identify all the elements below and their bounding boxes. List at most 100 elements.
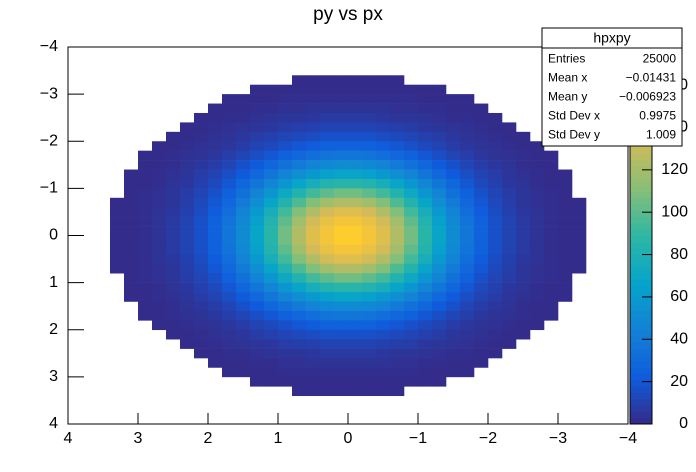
cell <box>418 178 433 189</box>
cell <box>516 310 531 321</box>
cell <box>278 122 293 133</box>
color-scale <box>630 304 652 312</box>
cell <box>390 254 405 265</box>
cell <box>432 216 447 227</box>
cell <box>292 169 307 180</box>
cell <box>264 84 279 95</box>
cell <box>334 339 349 349</box>
cell <box>124 216 139 227</box>
color-scale <box>630 298 652 306</box>
cell <box>166 160 181 170</box>
cell <box>180 169 195 180</box>
cell <box>516 141 531 151</box>
cell <box>446 131 461 142</box>
cell <box>404 358 419 368</box>
color-scale <box>630 166 652 174</box>
cell <box>306 178 321 189</box>
cell <box>194 282 209 293</box>
cell <box>264 273 279 283</box>
cell <box>404 292 419 302</box>
cell <box>446 112 461 123</box>
cell <box>264 310 279 321</box>
cell <box>488 310 503 321</box>
cell <box>432 160 447 170</box>
cell <box>362 112 377 123</box>
cell <box>530 178 545 189</box>
cell <box>320 94 335 104</box>
stats-value: 25000 <box>643 52 677 66</box>
cell <box>474 329 489 340</box>
cell <box>222 244 237 255</box>
cell <box>446 178 461 189</box>
cell <box>376 197 391 208</box>
cell <box>348 358 363 368</box>
cell <box>502 150 517 161</box>
cell <box>544 169 559 180</box>
cell <box>292 226 307 236</box>
cell <box>278 131 293 142</box>
color-scale <box>630 197 652 205</box>
cell <box>376 150 391 161</box>
cell <box>320 207 335 217</box>
cell <box>404 197 419 208</box>
cell <box>236 282 251 293</box>
cell <box>404 235 419 246</box>
cell <box>222 348 237 359</box>
cell <box>432 84 447 95</box>
cell <box>208 273 223 283</box>
cell <box>460 150 475 161</box>
cell <box>460 282 475 293</box>
cell <box>390 320 405 331</box>
cell <box>222 263 237 274</box>
cell <box>250 150 265 161</box>
cell <box>250 197 265 208</box>
cell <box>474 150 489 161</box>
cell <box>460 112 475 123</box>
cell <box>194 160 209 170</box>
cell <box>278 226 293 236</box>
cell <box>516 226 531 236</box>
cell <box>376 84 391 95</box>
cell <box>292 386 307 397</box>
cell <box>166 320 181 331</box>
cell <box>446 226 461 236</box>
cell <box>320 310 335 321</box>
cell <box>460 273 475 283</box>
cell <box>194 207 209 217</box>
cell <box>390 358 405 368</box>
cell <box>446 254 461 265</box>
cell <box>264 131 279 142</box>
cell <box>404 226 419 236</box>
y-tick-label: 3 <box>49 368 58 385</box>
cell <box>376 141 391 151</box>
x-tick-label: 3 <box>134 430 143 447</box>
cell <box>502 320 517 331</box>
cell <box>236 216 251 227</box>
cell <box>572 254 587 265</box>
cell <box>488 254 503 265</box>
cell <box>558 197 573 208</box>
cell <box>180 178 195 189</box>
cell <box>376 292 391 302</box>
cell <box>208 226 223 236</box>
cell <box>432 282 447 293</box>
cell <box>278 310 293 321</box>
cell <box>208 141 223 151</box>
cell <box>460 169 475 180</box>
cell <box>446 141 461 151</box>
cell <box>404 320 419 331</box>
cell <box>488 329 503 340</box>
cell <box>166 301 181 312</box>
cell <box>446 348 461 359</box>
cell <box>404 207 419 217</box>
cell <box>432 141 447 151</box>
cell <box>292 358 307 368</box>
cell <box>250 329 265 340</box>
cell <box>348 386 363 397</box>
cell <box>376 122 391 133</box>
cell <box>474 131 489 142</box>
cell <box>208 301 223 312</box>
cell <box>516 320 531 331</box>
cell <box>236 292 251 302</box>
